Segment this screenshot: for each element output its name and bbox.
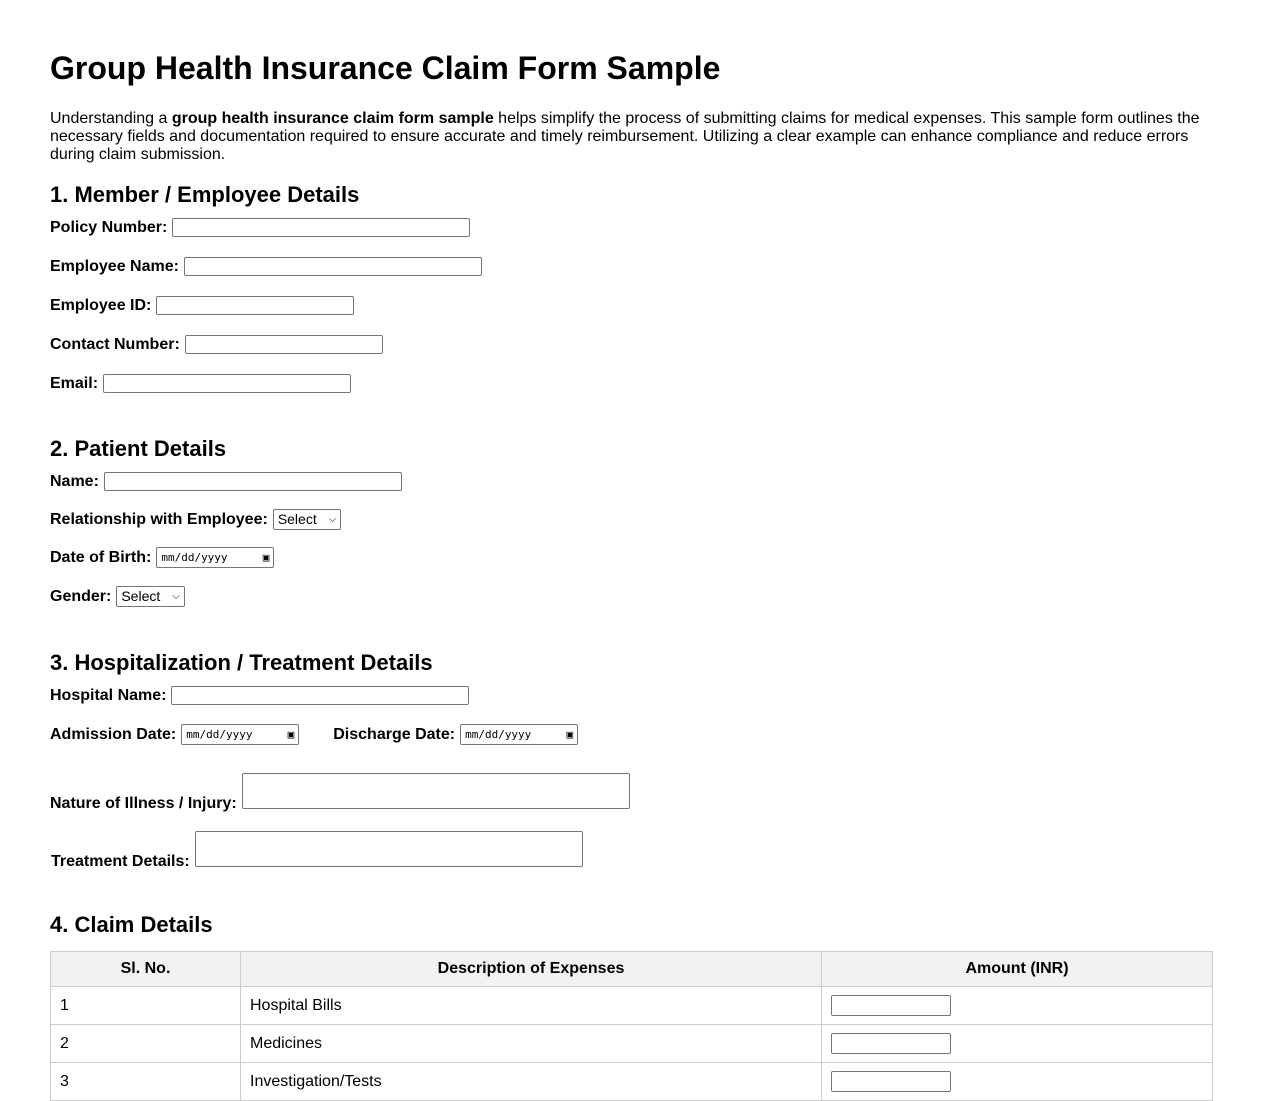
section-hospitalization-heading: 3. Hospitalization / Treatment Details [50, 650, 433, 675]
row-desc: Investigation/Tests [240, 1062, 822, 1101]
calendar-icon: ▣ [262, 551, 270, 564]
contact-number-input[interactable] [184, 335, 383, 354]
intro-text-rest: helps simplify the process of submitting… [50, 110, 1200, 163]
dob-input[interactable]: mm/dd/yyyy ▣ [156, 547, 275, 568]
col-sl-no: Sl. No. [50, 951, 241, 987]
intro-text: Understanding a [50, 110, 172, 127]
email-label: Email: [50, 375, 99, 392]
contact-number-label: Contact Number: [50, 336, 180, 353]
employee-name-label: Employee Name: [50, 258, 179, 275]
patient-name-label: Name: [50, 473, 99, 490]
intro-bold: group health insurance claim form sample [171, 110, 494, 127]
hospital-name-input[interactable] [171, 686, 470, 705]
policy-number-label: Policy Number: [50, 219, 168, 236]
illness-textarea[interactable] [241, 773, 630, 809]
table-header: Sl. No. Description of Expenses Amount (… [50, 951, 1213, 987]
treatment-textarea[interactable] [194, 831, 583, 867]
dob-label: Date of Birth: [50, 549, 152, 566]
section-claim-heading: 4. Claim Details [50, 912, 213, 937]
discharge-date-label: Discharge Date: [333, 726, 456, 743]
relationship-select[interactable]: Select ⌵ [272, 509, 342, 530]
policy-number-input[interactable] [172, 218, 471, 237]
table-row: 2 Medicines [50, 1024, 1213, 1063]
illness-label: Nature of Illness / Injury: [50, 795, 237, 812]
employee-name-input[interactable] [183, 257, 482, 276]
relationship-label: Relationship with Employee: [50, 511, 268, 528]
row-no: 3 [50, 1062, 241, 1101]
admission-placeholder: mm/dd/yyyy [186, 728, 253, 741]
intro-paragraph: Understanding a group health insurance c… [50, 110, 1213, 164]
amount-input[interactable] [831, 995, 951, 1016]
employee-id-input[interactable] [156, 296, 355, 315]
claim-table: Sl. No. Description of Expenses Amount (… [50, 951, 1213, 1101]
relationship-value: Select [277, 511, 317, 527]
section-patient-heading: 2. Patient Details [50, 436, 227, 461]
table-row: 1 Hospital Bills [50, 986, 1213, 1025]
gender-value: Select [121, 588, 161, 604]
col-description: Description of Expenses [240, 951, 822, 987]
row-desc: Hospital Bills [240, 986, 822, 1025]
gender-select[interactable]: Select ⌵ [116, 586, 185, 607]
chevron-down-icon: ⌵ [328, 514, 337, 525]
section-member-heading: 1. Member / Employee Details [50, 182, 360, 207]
row-no: 1 [50, 986, 241, 1025]
dob-placeholder: mm/dd/yyyy [161, 551, 228, 564]
row-desc: Medicines [240, 1024, 822, 1063]
amount-input[interactable] [831, 1033, 951, 1054]
amount-input[interactable] [831, 1071, 951, 1092]
row-no: 2 [50, 1024, 241, 1063]
admission-date-label: Admission Date: [50, 726, 177, 743]
email-input[interactable] [103, 374, 352, 393]
calendar-icon: ▣ [566, 728, 574, 741]
patient-name-input[interactable] [103, 472, 402, 491]
employee-id-label: Employee ID: [50, 297, 152, 314]
treatment-label: Treatment Details: [51, 853, 190, 870]
page-title: Group Health Insurance Claim Form Sample [50, 50, 721, 86]
hospital-name-label: Hospital Name: [50, 687, 167, 704]
col-amount: Amount (INR) [821, 951, 1213, 987]
discharge-placeholder: mm/dd/yyyy [465, 728, 532, 741]
gender-label: Gender: [50, 588, 112, 605]
table-row: 3 Investigation/Tests [50, 1062, 1213, 1101]
discharge-date-input[interactable]: mm/dd/yyyy ▣ [460, 724, 579, 745]
calendar-icon: ▣ [287, 728, 295, 741]
chevron-down-icon: ⌵ [172, 591, 180, 602]
admission-date-input[interactable]: mm/dd/yyyy ▣ [181, 724, 300, 745]
